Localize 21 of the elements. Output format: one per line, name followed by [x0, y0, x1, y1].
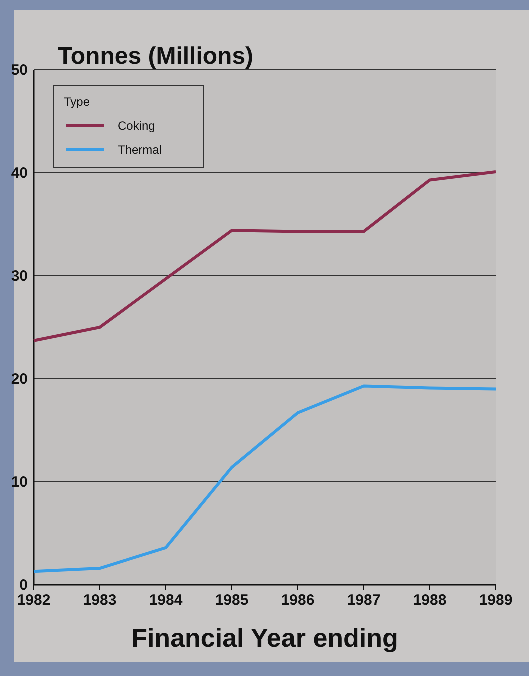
- x-tick-label: 1983: [83, 592, 117, 609]
- x-tick-label: 1989: [479, 592, 513, 609]
- y-tick-label: 0: [20, 577, 28, 594]
- legend-label: Coking: [118, 119, 156, 133]
- y-tick-label: 20: [11, 371, 28, 388]
- y-tick-label: 30: [11, 268, 28, 285]
- y-tick-label: 10: [11, 474, 28, 491]
- x-tick-label: 1984: [149, 592, 184, 609]
- y-tick-label: 40: [11, 165, 28, 182]
- y-tick-label: 50: [11, 62, 28, 79]
- x-tick-label: 1986: [281, 592, 315, 609]
- x-tick-label: 1987: [347, 592, 381, 609]
- x-axis-title: Financial Year ending: [132, 623, 398, 653]
- chart-title: Tonnes (Millions): [58, 43, 254, 70]
- x-tick-label: 1988: [413, 592, 447, 609]
- line-series: [32, 384, 498, 574]
- legend-label: Thermal: [118, 143, 162, 157]
- x-tick-label: 1982: [17, 592, 51, 609]
- legend-title: Type: [64, 95, 90, 109]
- x-tick-label: 1985: [215, 592, 249, 609]
- line-series: [32, 170, 498, 342]
